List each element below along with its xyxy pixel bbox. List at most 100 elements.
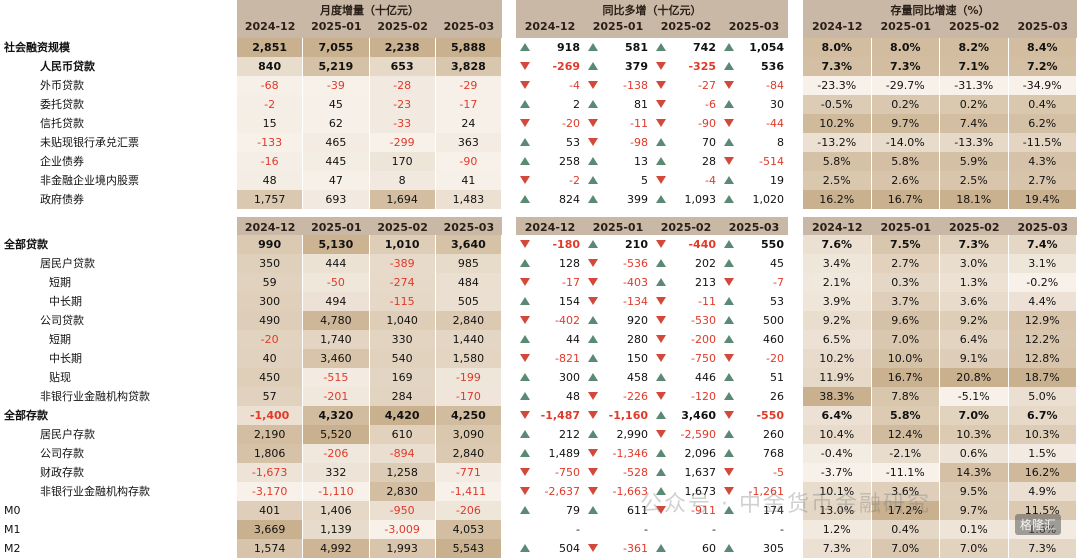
growth-value: -34.9%	[1008, 76, 1076, 95]
yoy-value: 79	[566, 504, 580, 517]
yoy-value: 258	[559, 155, 580, 168]
monthly-value: 2,238	[369, 38, 435, 57]
growth-value: 4.4%	[1008, 292, 1076, 311]
yoy-value: -	[576, 523, 580, 536]
monthly-value: 332	[303, 463, 369, 482]
yoy-value: -750	[691, 352, 716, 365]
down-arrow-icon	[520, 278, 530, 286]
growth-value: 7.0%	[940, 406, 1008, 425]
row-label: 政府债券	[40, 193, 84, 206]
growth-value: 3.6%	[871, 482, 939, 501]
monthly-value: 4,053	[435, 520, 501, 539]
growth-value: 8.0%	[803, 38, 871, 57]
yoy-value: -325	[688, 60, 716, 73]
growth-value: -11.1%	[871, 463, 939, 482]
growth-value: 10.4%	[803, 425, 871, 444]
up-arrow-icon	[520, 449, 530, 457]
yoy-period-headers: 2024-12 2025-01 2025-02 2025-03	[516, 20, 788, 33]
yoy-value: -536	[623, 257, 648, 270]
yoy-value: 26	[770, 390, 784, 403]
monthly-value: 2,851	[237, 38, 303, 57]
monthly-header-bottom: 2024-12 2025-01 2025-02 2025-03	[237, 217, 502, 235]
growth-period-headers: 2024-12 2025-01 2025-02 2025-03	[803, 20, 1077, 33]
growth-value: 12.2%	[1008, 330, 1076, 349]
yoy-value: -98	[630, 136, 648, 149]
yoy-value: -	[780, 523, 784, 536]
yoy-value: 213	[695, 276, 716, 289]
monthly-value: -515	[303, 368, 369, 387]
yoy-value: 3,460	[681, 409, 716, 422]
up-arrow-icon	[656, 544, 666, 552]
growth-value: 19.4%	[1008, 190, 1076, 209]
up-arrow-icon	[588, 43, 598, 51]
row-label: 贴现	[49, 371, 71, 384]
monthly-value: -16	[237, 152, 303, 171]
up-arrow-icon	[520, 100, 530, 108]
up-arrow-icon	[724, 240, 734, 248]
growth-value: -14.0%	[871, 133, 939, 152]
yoy-value: -530	[691, 314, 716, 327]
yoy-value: 44	[566, 333, 580, 346]
yoy-value: -750	[555, 466, 580, 479]
growth-value: 6.2%	[1008, 114, 1076, 133]
monthly-value: 4,250	[435, 406, 501, 425]
yoy-value: 550	[761, 238, 784, 251]
yoy-value: 500	[763, 314, 784, 327]
table-row: 未贴现银行承兑汇票 -133 53 -13.2% 465 -98 -14.0% -299 70 -…	[0, 133, 1080, 152]
table-row: 中长期 300 154 3.9% 494 -134 3.7% -115 -11 3.6% 505 53…	[0, 292, 1080, 311]
growth-value: 0.3%	[871, 273, 939, 292]
up-arrow-icon	[724, 430, 734, 438]
up-arrow-icon	[656, 138, 666, 146]
yoy-value: -5	[773, 466, 784, 479]
table-row: 居民户存款 2,190 212 10.4% 5,520 2,990 12.4% 610 -2,5…	[0, 425, 1080, 444]
growth-value: 7.0%	[871, 330, 939, 349]
monthly-value: -33	[369, 114, 435, 133]
yoy-title: 同比多增（十亿元）	[602, 4, 702, 17]
growth-value: 3.9%	[803, 292, 871, 311]
monthly-value: 1,806	[237, 444, 303, 463]
monthly-value: -1,400	[237, 406, 303, 425]
row-label: 委托贷款	[40, 98, 84, 111]
yoy-value: -440	[688, 238, 716, 251]
monthly-value: 494	[303, 292, 369, 311]
up-arrow-icon	[520, 392, 530, 400]
period-header: 2024-12	[524, 221, 576, 234]
period-header: 2025-01	[880, 221, 932, 234]
yoy-value: 280	[627, 333, 648, 346]
down-arrow-icon	[520, 487, 530, 495]
monthly-value: -28	[369, 76, 435, 95]
down-arrow-icon	[520, 176, 530, 184]
up-arrow-icon	[588, 506, 598, 514]
down-arrow-icon	[724, 487, 734, 495]
monthly-value: -170	[435, 387, 501, 406]
growth-value: -31.3%	[940, 76, 1008, 95]
up-arrow-icon	[588, 157, 598, 165]
up-arrow-icon	[588, 100, 598, 108]
down-arrow-icon	[656, 430, 666, 438]
growth-title: 存量同比增速（%）	[890, 4, 990, 17]
growth-value: 7.6%	[803, 235, 871, 254]
yoy-value: 53	[566, 136, 580, 149]
period-header: 2025-01	[592, 20, 644, 33]
monthly-value: 57	[237, 387, 303, 406]
monthly-value: 401	[237, 501, 303, 520]
growth-value: 1.5%	[1008, 444, 1076, 463]
yoy-value: -1,663	[612, 485, 648, 498]
monthly-value: 7,055	[303, 38, 369, 57]
monthly-period-headers-2: 2024-12 2025-01 2025-02 2025-03	[237, 221, 502, 234]
growth-value: 7.3%	[940, 235, 1008, 254]
up-arrow-icon	[724, 316, 734, 324]
monthly-value: 170	[369, 152, 435, 171]
down-arrow-icon	[588, 259, 598, 267]
growth-value: 12.4%	[871, 425, 939, 444]
table-row: 非银行业金融机构存款 -3,170 -2,637 10.1% -1,110 -1,663 3…	[0, 482, 1080, 501]
period-header: 2025-01	[311, 20, 362, 33]
up-arrow-icon	[588, 354, 598, 362]
growth-value: 3.4%	[803, 254, 871, 273]
yoy-value: -2	[569, 174, 580, 187]
row-label: 非金融企业境内股票	[40, 174, 139, 187]
yoy-header-top: 同比多增（十亿元） 2024-12 2025-01 2025-02 2025-0…	[516, 0, 788, 38]
growth-value: 2.5%	[940, 171, 1008, 190]
row-label: M0	[4, 504, 21, 517]
up-arrow-icon	[520, 43, 530, 51]
